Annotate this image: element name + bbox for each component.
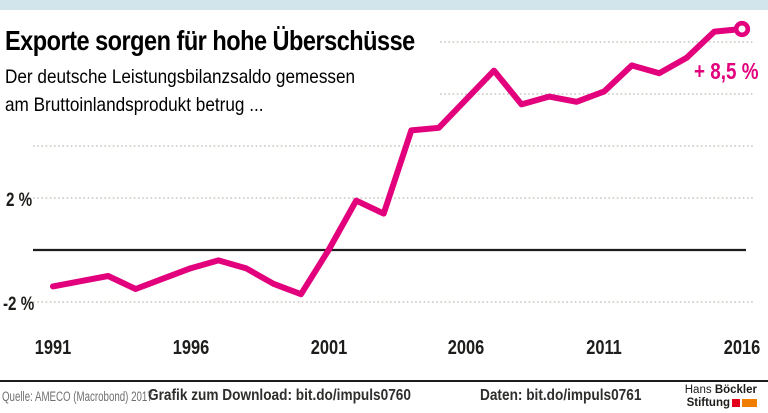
chart-subtitle-line1: Der deutsche Leistungsbilanzsaldo gemess… — [5, 66, 356, 88]
x-axis-tick-label: 1996 — [172, 337, 210, 359]
data-line — [50, 26, 745, 298]
y-axis-label-minus2pct: -2 % — [3, 294, 35, 315]
top-accent-bar — [0, 0, 768, 10]
data-link-text: Daten: bit.do/impuls0761 — [480, 387, 642, 404]
x-axis-tick-label: 2006 — [448, 337, 485, 359]
x-axis-tick-label: 1991 — [34, 337, 72, 359]
logo-orange-rectangle — [742, 399, 757, 408]
hans-boeckler-stiftung-logo: Hans Böckler Stiftung — [684, 384, 757, 410]
x-axis-tick-label: 2016 — [723, 337, 761, 359]
logo-name-bold: Böckler — [714, 384, 757, 396]
chart-title: Exporte sorgen für hohe Überschüsse — [5, 25, 415, 56]
logo-line2: Stiftung — [685, 396, 757, 410]
logo-name-regular: Hans — [684, 384, 712, 396]
last-point-marker — [733, 20, 751, 38]
download-link-text: Grafik zum Download: bit.do/impuls0760 — [148, 387, 411, 404]
logo-line1: Hans Böckler — [684, 384, 757, 397]
y-axis-label-2pct: 2 % — [6, 190, 33, 211]
logo-red-square — [732, 399, 740, 408]
source-text: Quelle: AMECO (Macrobond) 2017 — [2, 389, 153, 404]
chart-subtitle-line2: am Bruttoinlandsprodukt betrug ... — [5, 94, 264, 116]
x-axis-tick-label: 2011 — [586, 337, 622, 359]
footer-divider — [0, 380, 768, 382]
last-value-annotation: + 8,5 % — [694, 58, 759, 84]
logo-stiftung-label: Stiftung — [686, 396, 730, 409]
x-axis-tick-label: 2001 — [310, 337, 347, 359]
